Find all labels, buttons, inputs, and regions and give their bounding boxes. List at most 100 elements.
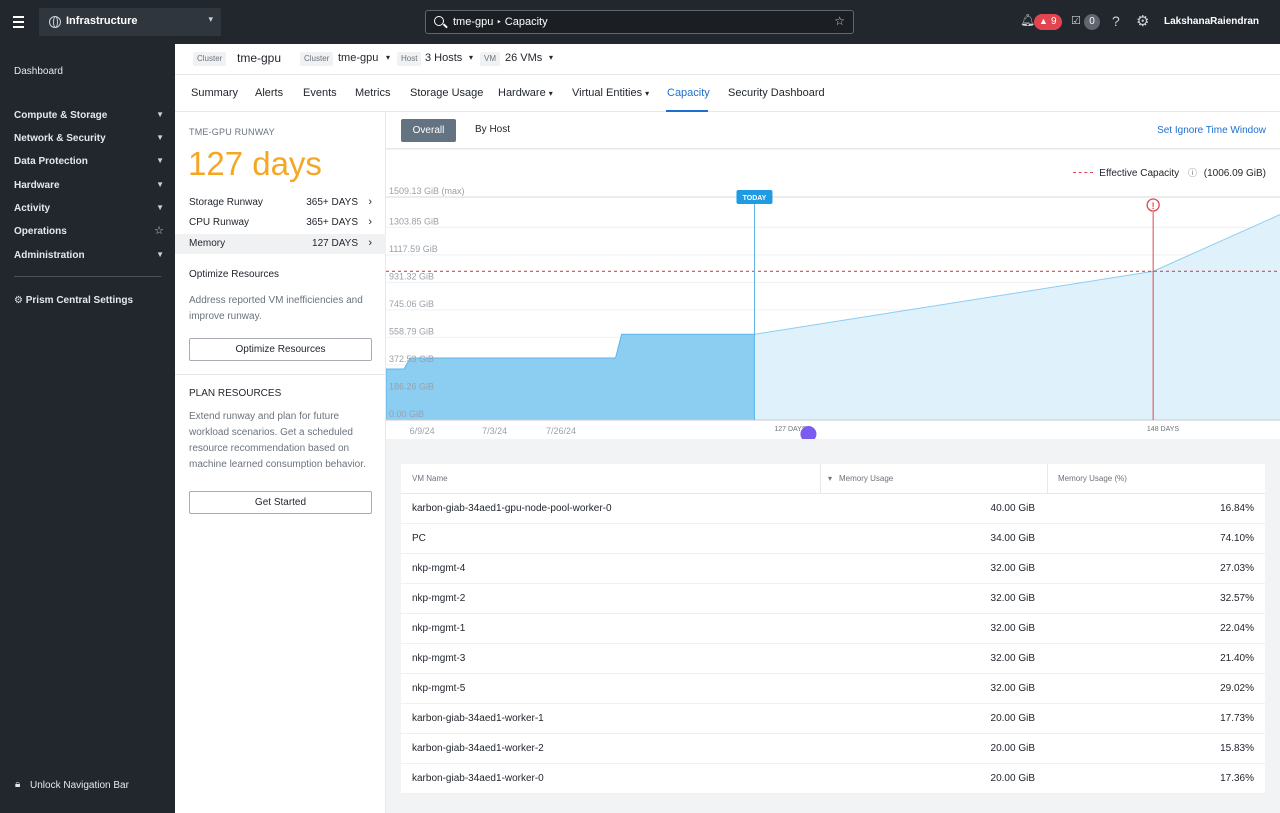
gear-icon[interactable]: ⚙ xyxy=(1136,13,1150,30)
table-row[interactable]: nkp-mgmt-3 32.00 GiB 21.40% xyxy=(401,644,1265,674)
set-ignore-time-window-link[interactable]: Set Ignore Time Window xyxy=(1157,125,1266,136)
sidebar-item-data-protection[interactable]: Data Protection ▼ xyxy=(14,156,164,167)
table-row[interactable]: nkp-mgmt-5 32.00 GiB 29.02% xyxy=(401,674,1265,704)
vm-name-cell[interactable]: karbon-giab-34aed1-worker-0 xyxy=(412,773,544,784)
unlock-nav-button[interactable]: 🔒︎ Unlock Navigation Bar xyxy=(15,779,129,791)
sidebar-item-label: Hardware xyxy=(14,180,60,191)
table-row[interactable]: karbon-giab-34aed1-worker-1 20.00 GiB 17.7… xyxy=(401,704,1265,734)
optimize-resources-button[interactable]: Optimize Resources xyxy=(189,338,372,361)
sidebar-divider xyxy=(14,276,161,277)
chevron-down-icon[interactable]: ▾ xyxy=(469,53,474,62)
legend-dash-swatch xyxy=(1073,172,1094,173)
tab-hardware[interactable]: Hardware ▾ xyxy=(498,87,553,99)
table-row[interactable]: karbon-giab-34aed1-worker-0 20.00 GiB 17.3… xyxy=(401,764,1265,794)
alerts-badge[interactable]: ▲ 9 xyxy=(1034,14,1062,30)
memory-pct-cell: 15.83% xyxy=(1220,743,1254,754)
vm-name-cell[interactable]: nkp-mgmt-5 xyxy=(412,683,466,694)
sidebar-item-label: Activity xyxy=(14,203,51,214)
timeline-slider-handle[interactable] xyxy=(800,426,817,439)
column-header-memory-pct[interactable]: Memory Usage (%) xyxy=(1047,464,1265,494)
legend-value: (1006.09 GiB) xyxy=(1203,168,1266,179)
sidebar-item-administration[interactable]: Administration ▼ xyxy=(14,250,164,261)
tab-security-dashboard[interactable]: Security Dashboard xyxy=(728,87,825,99)
cluster-filter-chip: Cluster xyxy=(300,52,334,66)
vm-name-cell[interactable]: karbon-giab-34aed1-worker-1 xyxy=(412,713,544,724)
sidebar-item-prism-settings[interactable]: ⚙ Prism Central Settings xyxy=(14,295,164,306)
chevron-down-icon[interactable]: ▾ xyxy=(549,53,554,62)
tab-storage-usage[interactable]: Storage Usage xyxy=(410,87,484,99)
column-header-label: Memory Usage (%) xyxy=(1058,474,1127,483)
vm-name-cell[interactable]: PC xyxy=(412,533,426,544)
runway-days: 127 days xyxy=(188,145,322,182)
get-started-button[interactable]: Get Started xyxy=(189,491,372,514)
end-days-label: 148 DAYS xyxy=(1147,426,1179,433)
vm-name-cell[interactable]: nkp-mgmt-4 xyxy=(412,563,466,574)
sidebar-item-network-security[interactable]: Network & Security ▼ xyxy=(14,133,164,144)
chevron-down-icon: ▾ xyxy=(645,89,650,98)
sidebar-item-activity[interactable]: Activity ▼ xyxy=(14,203,164,214)
bell-icon[interactable]: 🔔︎ xyxy=(1020,13,1036,27)
sidebar-item-dashboard[interactable]: Dashboard xyxy=(14,66,164,77)
plan-heading: PLAN RESOURCES xyxy=(189,388,282,399)
actual-usage-area xyxy=(386,333,755,421)
runway-title: TME-GPU RUNWAY xyxy=(189,127,275,137)
search-bar[interactable]: tme-gpu ‣ Capacity ☆ xyxy=(425,10,854,34)
y-tick-label: 186.26 GiB xyxy=(389,381,434,391)
vm-name-cell[interactable]: nkp-mgmt-3 xyxy=(412,653,466,664)
tab-label: Hardware xyxy=(498,87,546,99)
vm-name-cell[interactable]: nkp-mgmt-1 xyxy=(412,623,466,634)
sidebar-item-hardware[interactable]: Hardware ▼ xyxy=(14,180,164,191)
table-row[interactable]: PC 34.00 GiB 74.10% xyxy=(401,524,1265,554)
chart-legend: Effective Capacity ⓘ (1006.09 GiB) xyxy=(1073,166,1266,179)
chevron-down-icon[interactable]: ▾ xyxy=(386,53,391,62)
star-icon[interactable]: ☆ xyxy=(834,14,845,28)
vm-name-cell[interactable]: nkp-mgmt-2 xyxy=(412,593,466,604)
table-row[interactable]: nkp-mgmt-2 32.00 GiB 32.57% xyxy=(401,584,1265,614)
tab-alerts[interactable]: Alerts xyxy=(255,87,284,99)
tab-virtual-entities[interactable]: Virtual Entities ▾ xyxy=(572,87,649,99)
cluster-filter-value[interactable]: tme-gpu xyxy=(338,52,379,64)
y-tick-label: 1509.13 GiB (max) xyxy=(389,186,465,196)
table-row[interactable]: karbon-giab-34aed1-gpu-node-pool-worker-… xyxy=(401,494,1265,524)
runway-row-value: 365+ DAYS xyxy=(306,197,358,208)
alert-icon[interactable] xyxy=(1146,198,1160,212)
user-menu[interactable]: LakshanaRaiendran xyxy=(1164,16,1260,27)
vm-name-cell[interactable]: karbon-giab-34aed1-worker-2 xyxy=(412,743,544,754)
top-bar: Infrastructure ▾ tme-gpu ‣ Capacity ☆ 🔔︎… xyxy=(0,0,1280,44)
tab-events[interactable]: Events xyxy=(303,87,337,99)
tab-capacity[interactable]: Capacity xyxy=(667,87,710,99)
info-icon[interactable]: ⓘ xyxy=(1187,168,1197,178)
storage-runway-row[interactable]: Storage Runway 365+ DAYS › xyxy=(175,193,386,213)
tasks-icon[interactable]: ☑ xyxy=(1071,15,1081,27)
table-row[interactable]: nkp-mgmt-1 32.00 GiB 22.04% xyxy=(401,614,1265,644)
app-switcher[interactable]: Infrastructure ▾ xyxy=(39,8,221,36)
star-icon[interactable]: ☆ xyxy=(154,225,164,237)
sort-desc-icon: ▾ xyxy=(828,474,833,483)
tab-summary[interactable]: Summary xyxy=(191,87,239,99)
sidebar-item-label: Data Protection xyxy=(14,156,88,167)
host-filter-value[interactable]: 3 Hosts xyxy=(425,52,463,64)
sidebar-item-label: Operations xyxy=(14,226,67,237)
sidebar-item-compute-storage[interactable]: Compute & Storage ▼ xyxy=(14,110,164,121)
column-header-vm-name[interactable]: VM Name xyxy=(401,464,820,494)
capacity-chart: Effective Capacity ⓘ (1006.09 GiB) TODAY… xyxy=(386,150,1280,439)
sidebar-item-operations[interactable]: Operations ☆ xyxy=(14,225,164,237)
vm-name-cell[interactable]: karbon-giab-34aed1-gpu-node-pool-worker-… xyxy=(412,503,612,514)
tasks-count[interactable]: 0 xyxy=(1084,14,1100,30)
tab-metrics[interactable]: Metrics xyxy=(355,87,391,99)
column-header-memory-usage[interactable]: ▾ Memory Usage xyxy=(820,464,1047,494)
cpu-runway-row[interactable]: CPU Runway 365+ DAYS › xyxy=(175,213,386,233)
memory-runway-row[interactable]: Memory 127 DAYS › xyxy=(175,234,386,254)
by-host-toggle[interactable]: By Host xyxy=(475,124,511,135)
memory-usage-cell: 20.00 GiB xyxy=(990,743,1035,754)
y-tick-label: 372.53 GiB xyxy=(389,354,434,364)
vm-filter-value[interactable]: 26 VMs xyxy=(505,52,543,64)
search-query[interactable]: tme-gpu ‣ Capacity xyxy=(453,16,548,28)
overall-toggle[interactable]: Overall xyxy=(401,119,456,142)
table-row[interactable]: nkp-mgmt-4 32.00 GiB 27.03% xyxy=(401,554,1265,584)
menu-icon[interactable] xyxy=(9,12,29,32)
memory-pct-cell: 22.04% xyxy=(1220,623,1254,634)
host-chip: Host xyxy=(397,52,422,66)
help-icon[interactable]: ? xyxy=(1112,13,1120,29)
table-row[interactable]: karbon-giab-34aed1-worker-2 20.00 GiB 15.8… xyxy=(401,734,1265,764)
